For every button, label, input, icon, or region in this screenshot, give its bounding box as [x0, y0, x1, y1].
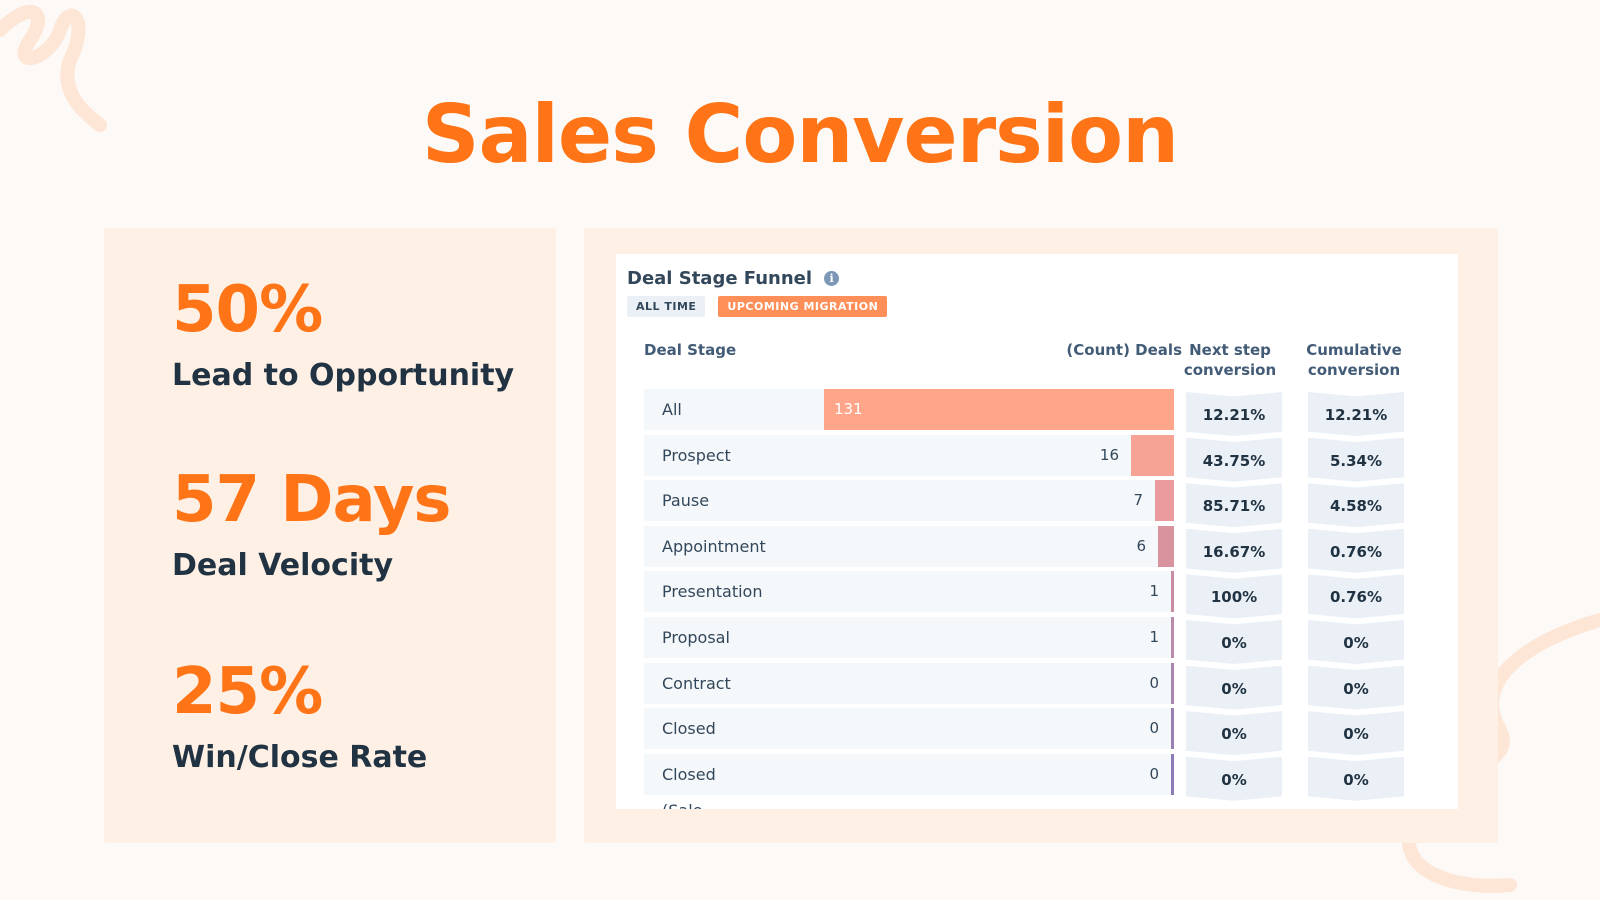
stat-label: Deal Velocity — [172, 548, 394, 583]
cumulative-conversion-cell: 0.76% — [1308, 528, 1404, 573]
tag-all-time: ALL TIME — [627, 296, 706, 317]
deal-stage-funnel-report: Deal Stage Funnel i ALL TIME UPCOMING MI… — [616, 254, 1458, 809]
cumulative-conversion-cell: 0% — [1308, 756, 1404, 801]
stat-value: 57 Days — [172, 463, 451, 537]
funnel-bar[interactable] — [1171, 616, 1174, 658]
next-step-conversion-cell: 12.21% — [1186, 392, 1282, 436]
row-background — [644, 480, 1174, 522]
bar-area: 0 — [824, 662, 1174, 704]
deal-count: 1 — [1149, 582, 1159, 601]
next-step-conversion-cell: 100% — [1186, 574, 1282, 619]
stat-value: 25% — [172, 655, 323, 729]
stat-deal-velocity: 57 Days Deal Velocity — [172, 468, 451, 583]
next-step-conversion-cell: 0% — [1186, 756, 1282, 801]
funnel-bar[interactable] — [1171, 708, 1174, 750]
stat-value: 50% — [172, 273, 323, 347]
report-header: Deal Stage Funnel i — [627, 268, 840, 289]
deal-count: 7 — [1133, 491, 1143, 510]
deal-count: 16 — [1099, 445, 1119, 464]
slide-title: Sales Conversion — [421, 88, 1179, 181]
bar-area: 0 — [824, 753, 1174, 795]
next-step-conversion-cell: 43.75% — [1186, 437, 1282, 482]
row-background — [644, 571, 1174, 613]
bar-area: 1 — [824, 616, 1174, 658]
deal-count: 0 — [1149, 719, 1159, 738]
funnel-bar[interactable] — [1171, 571, 1174, 613]
bar-area: 7 — [824, 480, 1174, 522]
funnel-bar[interactable]: 131 — [824, 389, 1174, 430]
deal-stage-label: Closed lost (Sales... — [662, 764, 716, 809]
row-background — [644, 708, 1174, 750]
funnel-bar[interactable] — [1158, 525, 1174, 567]
cumulative-conversion-cell: 4.58% — [1308, 483, 1404, 528]
deal-count: 131 — [834, 400, 863, 418]
report-title: Deal Stage Funnel — [627, 268, 813, 289]
funnel-bar[interactable] — [1155, 480, 1174, 522]
deal-count: 0 — [1149, 764, 1159, 783]
bar-area: 6 — [824, 525, 1174, 567]
cumulative-conversion-cell: 0% — [1308, 619, 1404, 664]
next-step-conversion-cell: 85.71% — [1186, 483, 1282, 528]
bar-area: 0 — [824, 708, 1174, 750]
bar-area: 131 — [824, 389, 1174, 430]
row-background — [644, 753, 1174, 795]
column-header-deal-stage: Deal Stage — [644, 341, 737, 359]
column-header-count-deals: (Count) Deals — [1066, 341, 1182, 359]
stats-panel: 50% Lead to Opportunity 57 Days Deal Vel… — [104, 228, 556, 843]
deal-count: 1 — [1149, 627, 1159, 646]
tag-upcoming-migration: UPCOMING MIGRATION — [718, 296, 888, 317]
report-tags: ALL TIME UPCOMING MIGRATION — [627, 296, 900, 317]
funnel-bar[interactable] — [1131, 434, 1174, 476]
next-step-conversion-cell: 16.67% — [1186, 528, 1282, 573]
cumulative-conversion-cell: 0% — [1308, 711, 1404, 756]
cumulative-conversion-cell: 5.34% — [1308, 437, 1404, 482]
row-background — [644, 662, 1174, 704]
cumulative-conversion-cell: 0.76% — [1308, 574, 1404, 619]
stat-label: Win/Close Rate — [172, 740, 428, 775]
bar-area: 1 — [824, 571, 1174, 613]
funnel-bar[interactable] — [1171, 753, 1174, 795]
deal-count: 6 — [1136, 536, 1146, 555]
cumulative-conversion-cell: 12.21% — [1308, 392, 1404, 436]
stat-lead-to-opportunity: 50% Lead to Opportunity — [172, 278, 514, 393]
column-header-next-step-conversion: Next step conversion — [1183, 341, 1277, 379]
column-header-cumulative-conversion: Cumulative conversion — [1306, 341, 1402, 379]
next-step-conversion-cell: 0% — [1186, 665, 1282, 710]
next-step-conversion-cell: 0% — [1186, 711, 1282, 756]
stat-label: Lead to Opportunity — [172, 358, 515, 393]
row-background — [644, 616, 1174, 658]
bar-area: 16 — [824, 434, 1174, 476]
report-panel: Deal Stage Funnel i ALL TIME UPCOMING MI… — [584, 228, 1498, 843]
stat-win-close-rate: 25% Win/Close Rate — [172, 660, 427, 775]
cumulative-conversion-cell: 0% — [1308, 665, 1404, 710]
row-background — [644, 434, 1174, 476]
next-step-conversion-cell: 0% — [1186, 619, 1282, 664]
deal-count: 0 — [1149, 673, 1159, 692]
row-background — [644, 525, 1174, 567]
funnel-bar[interactable] — [1171, 662, 1174, 704]
info-icon[interactable]: i — [824, 271, 840, 286]
